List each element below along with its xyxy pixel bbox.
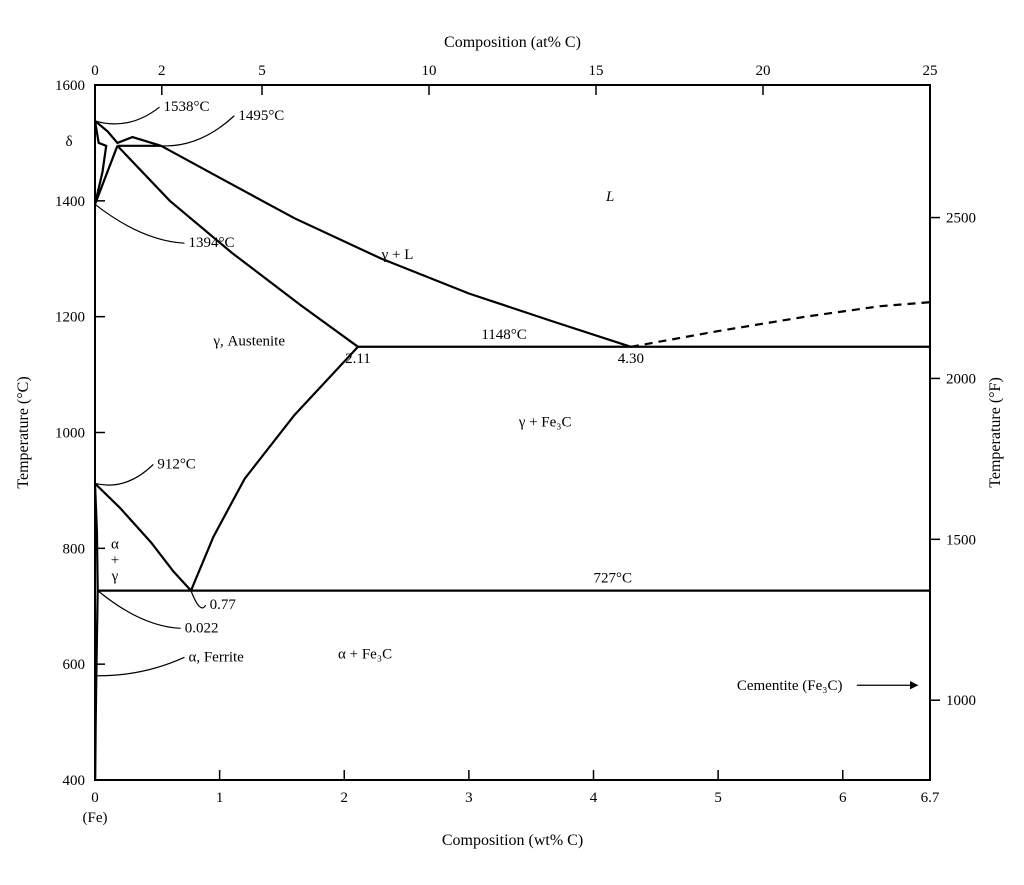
xtick-top-label: 20 [756, 63, 771, 79]
leader-line [95, 107, 160, 124]
origin-label: (Fe) [83, 810, 108, 826]
xtick-bottom-label: 6.7 [921, 790, 940, 806]
ytick-left-label: 400 [63, 773, 86, 789]
region-label-alpha-plus-gamma: + [111, 552, 119, 568]
xtick-bottom-label: 4 [590, 790, 598, 806]
curve-liquidus-cementite [631, 302, 930, 347]
region-label: δ [65, 134, 72, 150]
ytick-left-label: 1000 [55, 426, 85, 442]
ytick-left-label: 1600 [55, 78, 85, 94]
curve-Acm [191, 347, 358, 591]
leader-line [161, 116, 234, 146]
point-label: 912°C [157, 456, 196, 472]
region-label: γ + Fe₃C [518, 415, 572, 431]
point-label: 4.30 [618, 351, 644, 367]
ytick-right-label: 2000 [946, 371, 976, 387]
ytick-right-label: 2500 [946, 211, 976, 227]
isotherm-label-eutectic: 1148°C [481, 327, 526, 343]
xtick-top-label: 5 [258, 63, 266, 79]
y-right-title: Temperature (°F) [987, 377, 1004, 488]
xtick-top-label: 2 [158, 63, 166, 79]
point-label: 2.11 [345, 351, 371, 367]
xtick-bottom-label: 3 [465, 790, 473, 806]
point-label: 1394°C [188, 235, 234, 251]
curve-A3 [95, 484, 191, 591]
point-label: 1538°C [164, 99, 210, 115]
point-label: 1495°C [238, 108, 284, 124]
curve-liquidus-delta [95, 121, 161, 146]
region-label: α, Ferrite [188, 649, 244, 665]
region-label-alpha-plus-gamma: α [111, 536, 119, 552]
xtick-bottom-label: 1 [216, 790, 224, 806]
ytick-left-label: 800 [63, 541, 86, 557]
x-top-title: Composition (at% C) [444, 34, 581, 51]
phase-diagram-svg: 01234566.7025101520254006008001000120014… [0, 0, 1024, 885]
xtick-top-label: 25 [923, 63, 938, 79]
xtick-top-label: 10 [422, 63, 437, 79]
isotherm-label-eutectoid: 727°C [594, 571, 633, 587]
xtick-top-label: 0 [91, 63, 99, 79]
curve-delta-gamma-line [95, 146, 117, 205]
curve-gamma-solidus [117, 146, 358, 347]
xtick-top-label: 15 [589, 63, 604, 79]
leader-line [95, 204, 184, 243]
ytick-left-label: 600 [63, 657, 86, 673]
ytick-right-label: 1000 [946, 693, 976, 709]
ytick-right-label: 1500 [946, 532, 976, 548]
region-label: Cementite (Fe₃C) [737, 678, 843, 694]
ytick-left-label: 1200 [55, 310, 85, 326]
leader-line [191, 591, 206, 608]
leader-line [96, 657, 184, 675]
x-bottom-title: Composition (wt% C) [442, 832, 583, 849]
xtick-bottom-label: 6 [839, 790, 847, 806]
ytick-left-label: 1400 [55, 194, 85, 210]
point-label: 0.77 [210, 597, 237, 613]
plot-frame [95, 85, 930, 780]
leader-line [98, 591, 181, 629]
xtick-bottom-label: 0 [91, 790, 99, 806]
region-label: γ + L [381, 247, 414, 263]
xtick-bottom-label: 2 [341, 790, 349, 806]
region-label: L [605, 189, 614, 205]
region-label: γ, Austenite [212, 334, 285, 350]
region-label: α + Fe₃C [338, 646, 392, 662]
xtick-bottom-label: 5 [714, 790, 722, 806]
region-label-alpha-plus-gamma: γ [111, 568, 119, 584]
y-left-title: Temperature (°C) [15, 376, 32, 488]
point-label: 0.022 [185, 620, 219, 636]
leader-line [95, 464, 153, 485]
